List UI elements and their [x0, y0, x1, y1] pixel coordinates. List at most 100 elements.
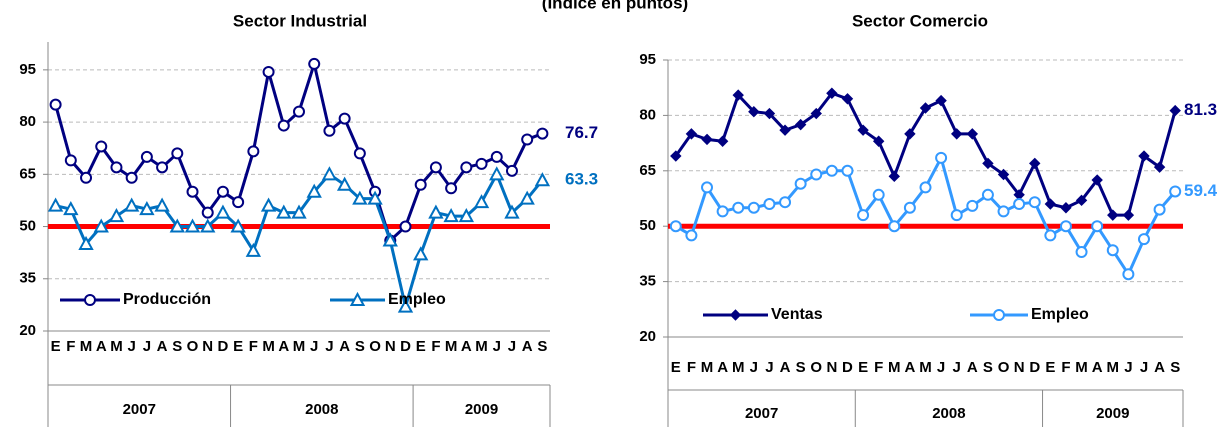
x-tick-label: N [385, 338, 396, 355]
x-tick-label: M [1107, 359, 1120, 376]
point [125, 171, 138, 184]
x-tick-label: J [765, 359, 773, 376]
point [123, 197, 140, 212]
point [1122, 209, 1135, 221]
point [1153, 161, 1166, 173]
x-tick-label: E [416, 338, 426, 355]
x-tick-label: N [202, 338, 213, 355]
point [277, 119, 290, 132]
point [323, 124, 336, 137]
x-tick-label: E [233, 338, 243, 355]
x-tick-label: D [1029, 359, 1040, 376]
legend-label: Ventas [771, 306, 823, 323]
point [1138, 150, 1150, 162]
point [1075, 246, 1088, 259]
x-tick-label: M [110, 338, 123, 355]
point [353, 147, 366, 160]
point [997, 168, 1010, 181]
point [276, 204, 292, 219]
x-tick-label: A [461, 338, 472, 355]
point [1075, 194, 1088, 207]
legend-marker [729, 309, 742, 321]
y-tick-label: 20 [639, 328, 656, 345]
point [338, 112, 351, 125]
x-tick-label: J [127, 338, 135, 355]
year-label: 2009 [1096, 405, 1129, 422]
x-tick-label: M [445, 338, 458, 355]
year-label: 2007 [745, 405, 778, 422]
point [95, 140, 108, 153]
point [810, 107, 822, 120]
point [716, 205, 729, 218]
point [445, 182, 458, 195]
y-tick-label: 80 [19, 113, 36, 130]
point [841, 164, 854, 177]
x-tick-label: N [1014, 359, 1025, 376]
point [490, 150, 503, 163]
point [186, 185, 199, 198]
point [1013, 198, 1026, 211]
point [904, 128, 916, 140]
point [110, 161, 123, 174]
x-tick-label: E [858, 359, 868, 376]
point [232, 196, 245, 209]
point [245, 242, 262, 257]
point [230, 218, 246, 233]
point [414, 178, 427, 191]
point [78, 235, 94, 250]
point [1044, 198, 1057, 210]
point [521, 133, 534, 146]
x-tick-label: F [687, 359, 696, 376]
point [367, 190, 383, 205]
y-tick-label: 95 [639, 51, 656, 68]
point [413, 246, 429, 261]
x-tick-label: E [1045, 359, 1055, 376]
point [293, 105, 305, 118]
point [1060, 202, 1072, 214]
point [429, 161, 442, 174]
point [701, 181, 714, 194]
point [763, 107, 776, 120]
x-tick-label: J [508, 338, 516, 355]
x-tick-label: J [937, 359, 945, 376]
point [63, 201, 79, 216]
end-label: 59.4 [1184, 181, 1218, 200]
x-tick-label: A [717, 359, 728, 376]
y-tick-label: 35 [639, 273, 656, 290]
y-tick-label: 95 [19, 61, 36, 78]
x-tick-label: A [522, 338, 533, 355]
x-tick-label: F [431, 338, 440, 355]
x-tick-label: A [967, 359, 978, 376]
point [1028, 196, 1041, 209]
point [489, 166, 505, 181]
x-tick-label: J [143, 338, 151, 355]
point [171, 147, 184, 160]
point [903, 201, 916, 214]
point [505, 164, 518, 177]
point [810, 168, 823, 181]
point [685, 229, 698, 242]
y-tick-label: 65 [19, 165, 36, 182]
point [49, 98, 62, 111]
point [1107, 209, 1119, 221]
series-line [55, 170, 544, 313]
point [950, 209, 963, 222]
x-tick-label: J [1124, 359, 1132, 376]
x-tick-label: A [339, 338, 350, 355]
series-line [675, 153, 1177, 278]
point [473, 194, 490, 209]
point [779, 124, 791, 136]
x-tick-label: J [325, 338, 333, 355]
x-tick-label: J [750, 359, 758, 376]
x-tick-label: F [1061, 359, 1070, 376]
y-tick-label: 50 [639, 217, 656, 234]
point [215, 204, 231, 219]
point [716, 135, 729, 147]
legend-label: Empleo [1031, 306, 1089, 323]
x-tick-label: F [249, 338, 258, 355]
x-tick-label: D [842, 359, 853, 376]
x-tick-label: M [262, 338, 275, 355]
point [1091, 174, 1103, 186]
point [519, 190, 535, 205]
x-tick-label: D [400, 338, 411, 355]
